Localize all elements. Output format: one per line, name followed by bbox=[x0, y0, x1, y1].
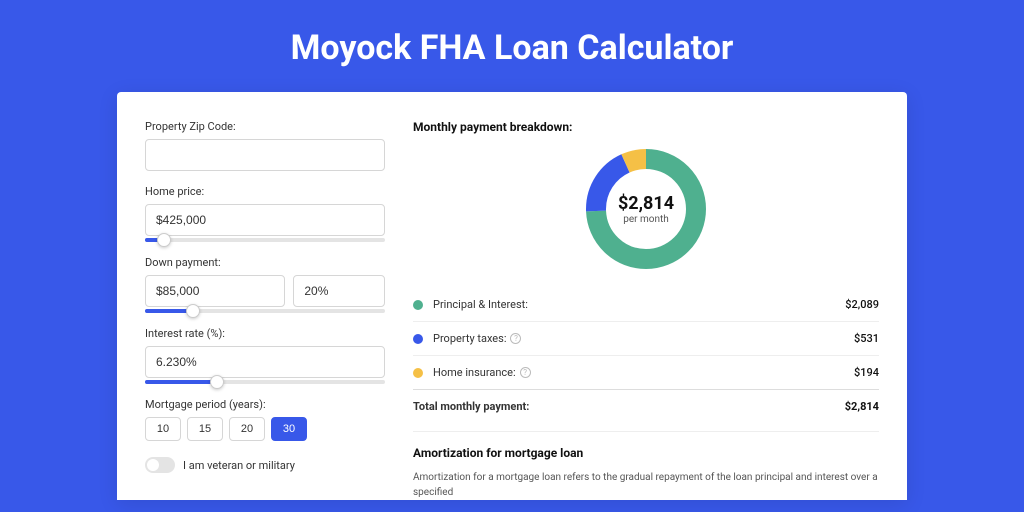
donut-center: $2,814 per month bbox=[581, 144, 711, 274]
interest-rate-label: Interest rate (%): bbox=[145, 327, 385, 340]
breakdown-row: Property taxes: ?$531 bbox=[413, 321, 879, 355]
amortization-title: Amortization for mortgage loan bbox=[413, 446, 879, 460]
breakdown-value: $2,089 bbox=[845, 298, 879, 311]
breakdown-list: Principal & Interest:$2,089Property taxe… bbox=[413, 288, 879, 389]
calculator-card: Property Zip Code: Home price: Down paym… bbox=[117, 92, 907, 500]
breakdown-value: $531 bbox=[854, 332, 879, 345]
toggle-knob bbox=[147, 459, 159, 471]
slider-thumb[interactable] bbox=[210, 375, 224, 389]
period-button-20[interactable]: 20 bbox=[229, 417, 265, 441]
total-row: Total monthly payment: $2,814 bbox=[413, 389, 879, 423]
info-icon[interactable]: ? bbox=[510, 333, 521, 344]
donut-container: $2,814 per month bbox=[413, 144, 879, 274]
total-value: $2,814 bbox=[845, 400, 879, 413]
inputs-column: Property Zip Code: Home price: Down paym… bbox=[145, 120, 385, 500]
breakdown-title: Monthly payment breakdown: bbox=[413, 120, 879, 134]
page-title: Moyock FHA Loan Calculator bbox=[0, 0, 1024, 92]
amortization-section: Amortization for mortgage loan Amortizat… bbox=[413, 431, 879, 500]
info-icon[interactable]: ? bbox=[520, 367, 531, 378]
total-label: Total monthly payment: bbox=[413, 400, 845, 413]
home-price-field: Home price: bbox=[145, 185, 385, 242]
mortgage-period-label: Mortgage period (years): bbox=[145, 398, 385, 411]
zip-label: Property Zip Code: bbox=[145, 120, 385, 133]
breakdown-value: $194 bbox=[854, 366, 879, 379]
breakdown-column: Monthly payment breakdown: $2,814 per mo… bbox=[413, 120, 879, 500]
zip-input[interactable] bbox=[145, 139, 385, 171]
breakdown-row: Home insurance: ?$194 bbox=[413, 355, 879, 389]
breakdown-row: Principal & Interest:$2,089 bbox=[413, 288, 879, 321]
period-button-group: 10152030 bbox=[145, 417, 385, 441]
down-payment-field: Down payment: bbox=[145, 256, 385, 313]
legend-dot bbox=[413, 334, 423, 344]
breakdown-label: Home insurance: ? bbox=[433, 366, 854, 379]
payment-donut-chart: $2,814 per month bbox=[581, 144, 711, 274]
interest-rate-slider[interactable] bbox=[145, 380, 385, 384]
veteran-toggle-label: I am veteran or military bbox=[183, 459, 295, 472]
down-payment-slider[interactable] bbox=[145, 309, 385, 313]
amortization-text: Amortization for a mortgage loan refers … bbox=[413, 470, 879, 500]
donut-sub: per month bbox=[623, 214, 669, 225]
home-price-label: Home price: bbox=[145, 185, 385, 198]
mortgage-period-field: Mortgage period (years): 10152030 bbox=[145, 398, 385, 441]
home-price-input[interactable] bbox=[145, 204, 385, 236]
period-button-10[interactable]: 10 bbox=[145, 417, 181, 441]
legend-dot bbox=[413, 368, 423, 378]
down-payment-amount-input[interactable] bbox=[145, 275, 285, 307]
down-payment-label: Down payment: bbox=[145, 256, 385, 269]
period-button-15[interactable]: 15 bbox=[187, 417, 223, 441]
slider-thumb[interactable] bbox=[157, 233, 171, 247]
period-button-30[interactable]: 30 bbox=[271, 417, 307, 441]
veteran-toggle-row: I am veteran or military bbox=[145, 457, 385, 473]
donut-amount: $2,814 bbox=[618, 193, 674, 214]
breakdown-label: Property taxes: ? bbox=[433, 332, 854, 345]
veteran-toggle[interactable] bbox=[145, 457, 175, 473]
legend-dot bbox=[413, 300, 423, 310]
breakdown-label: Principal & Interest: bbox=[433, 298, 845, 311]
zip-field: Property Zip Code: bbox=[145, 120, 385, 171]
slider-thumb[interactable] bbox=[186, 304, 200, 318]
home-price-slider[interactable] bbox=[145, 238, 385, 242]
interest-rate-input[interactable] bbox=[145, 346, 385, 378]
down-payment-pct-input[interactable] bbox=[293, 275, 385, 307]
interest-rate-field: Interest rate (%): bbox=[145, 327, 385, 384]
